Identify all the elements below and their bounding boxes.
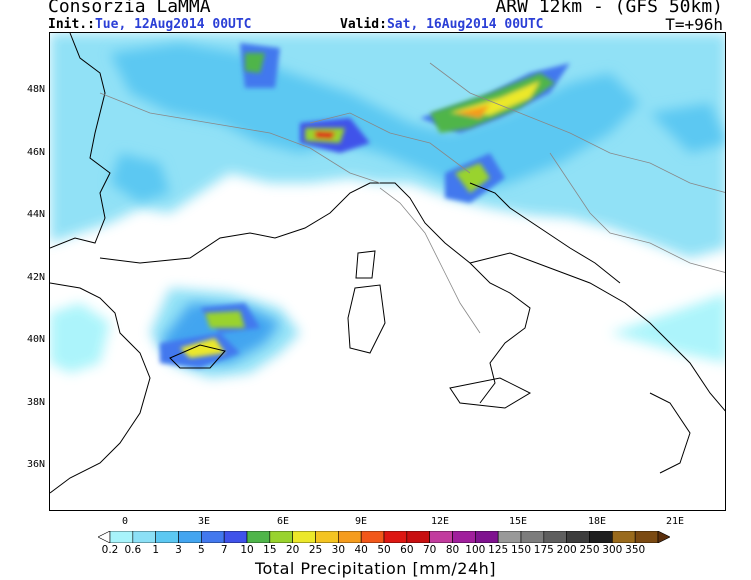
colorbar-swatch (338, 531, 362, 543)
valid-time: Valid:Sat, 16Aug2014 00UTC (340, 17, 544, 32)
colorbar-swatch (155, 531, 179, 543)
precipitation-map (49, 32, 726, 511)
colorbar-swatch (497, 531, 522, 543)
lat-label: 48N (27, 84, 46, 95)
map-canvas (50, 33, 725, 494)
colorbar-swatch (109, 531, 134, 543)
colorbar-swatch (612, 531, 636, 543)
colorbar-swatch (132, 531, 156, 543)
precip-colorbar (98, 531, 670, 543)
colorbar-tick-label: 25 (308, 544, 323, 556)
colorbar-swatch (360, 531, 385, 543)
colorbar-swatch (429, 531, 453, 543)
colorbar-swatch (383, 531, 408, 543)
colorbar-tick-label: 125 (488, 544, 509, 556)
colorbar-swatch (520, 531, 545, 543)
colorbar-tick-label: 0.6 (124, 544, 142, 556)
lon-label: 15E (508, 516, 528, 527)
colorbar-tick-label: 1 (152, 544, 159, 556)
init-value: Tue, 12Aug2014 00UTC (94, 17, 252, 32)
model-title: ARW 12km - (GFS 50km) (495, 0, 723, 17)
colorbar-swatch (223, 531, 248, 543)
colorbar-swatch (406, 531, 430, 543)
colorbar-tick-label: 350 (625, 544, 646, 556)
coastlines (50, 33, 725, 494)
lon-label: 21E (665, 516, 685, 527)
colorbar-tick-label: 70 (422, 544, 437, 556)
lat-label: 40N (27, 334, 46, 345)
lon-label: 6E (276, 516, 290, 527)
political-borders (99, 62, 725, 334)
lon-label: 9E (354, 516, 368, 527)
colorbar-tick-label: 250 (579, 544, 600, 556)
colorbar-swatch (201, 531, 225, 543)
colorbar-tick-label: 10 (240, 544, 254, 556)
lat-label: 42N (27, 272, 46, 283)
lat-label: 46N (27, 147, 46, 158)
lat-label: 38N (27, 397, 46, 408)
init-label: Init.: (48, 17, 95, 32)
lat-label: 36N (27, 459, 46, 470)
colorbar-tick-label: 0.2 (101, 544, 119, 556)
colorbar-tick-label: 150 (510, 544, 532, 556)
colorbar-swatch (566, 531, 590, 543)
init-time: Init.:Tue, 12Aug2014 00UTC (48, 17, 252, 32)
colorbar-tick-label: 100 (465, 544, 486, 556)
colorbar-swatch (315, 531, 339, 543)
lat-label: 44N (27, 209, 46, 220)
colorbar-tick-label: 200 (556, 544, 577, 556)
lead-time: T=+96h (665, 15, 723, 34)
colorbar-swatch (452, 531, 476, 543)
colorbar-tick-label: 300 (602, 544, 623, 556)
valid-value: Sat, 16Aug2014 00UTC (386, 17, 544, 32)
colorbar-swatch (269, 531, 293, 543)
colorbar-swatch (589, 531, 613, 543)
colorbar-swatch (178, 531, 202, 543)
colorbar-tick-label: 20 (285, 544, 300, 556)
colorbar-swatch (543, 531, 567, 543)
lon-label: 18E (587, 516, 607, 527)
product-title: Consorzia LaMMA (48, 0, 211, 17)
colorbar-tick-label: 40 (354, 544, 368, 556)
colorbar-tick-label: 15 (263, 544, 277, 556)
colorbar-tick-label: 5 (197, 544, 205, 556)
colorbar-swatch (98, 531, 111, 543)
colorbar-swatch (634, 531, 659, 543)
colorbar-tick-label: 60 (400, 544, 414, 556)
colorbar-tick-label: 7 (220, 544, 228, 556)
colorbar-tick-label: 3 (175, 544, 182, 556)
colorbar-tick-label: 30 (331, 544, 346, 556)
precip-intense (180, 53, 555, 358)
lon-label: 3E (197, 516, 211, 527)
lon-label: 12E (430, 516, 450, 527)
colorbar-tick-label: 50 (377, 544, 391, 556)
lon-label: 0 (121, 516, 129, 527)
colorbar-swatch (475, 531, 499, 543)
colorbar-swatch (657, 531, 670, 543)
valid-label: Valid: (340, 17, 387, 32)
colorbar-swatch (292, 531, 316, 543)
colorbar-swatch (246, 531, 271, 543)
legend-title: Total Precipitation [mm/24h] (254, 559, 497, 578)
colorbar-tick-label: 80 (445, 544, 460, 556)
colorbar-tick-label: 175 (533, 544, 554, 556)
